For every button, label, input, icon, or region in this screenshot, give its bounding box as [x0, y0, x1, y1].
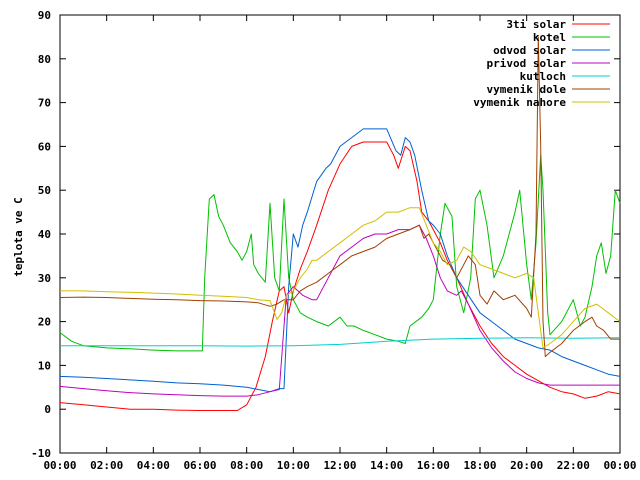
x-tick-label: 14:00 — [370, 459, 403, 472]
x-tick-label: 02:00 — [90, 459, 123, 472]
legend-label: odvod solar — [493, 44, 566, 57]
series-line-privod-solar — [59, 224, 620, 397]
x-tick-label: 08:00 — [230, 459, 263, 472]
x-tick-label: 22:00 — [557, 459, 590, 472]
x-tick-label: 00:00 — [43, 459, 76, 472]
y-tick-label: 60 — [38, 140, 51, 153]
series-line-kotel — [59, 154, 621, 352]
x-tick-label: 18:00 — [463, 459, 496, 472]
y-tick-label: 20 — [38, 316, 51, 329]
y-tick-label: 30 — [38, 272, 51, 285]
y-tick-label: 80 — [38, 53, 51, 66]
legend-label: kotel — [533, 31, 566, 44]
y-tick-label: 0 — [44, 403, 51, 416]
legend-label: kutloch — [520, 70, 566, 83]
y-axis-label: teplota ve C — [12, 197, 25, 276]
y-tick-label: 10 — [38, 359, 51, 372]
x-tick-label: 06:00 — [183, 459, 216, 472]
legend-label: vymenik nahore — [473, 96, 566, 109]
series-line-vymenik-nahore — [60, 207, 621, 349]
x-tick-label: 20:00 — [510, 459, 543, 472]
series-lines — [59, 36, 621, 411]
x-tick-label: 00:00 — [603, 459, 636, 472]
y-tick-label: 50 — [38, 184, 51, 197]
x-tick-label: 12:00 — [323, 459, 356, 472]
legend-label: vymenik dole — [487, 83, 567, 96]
axis-ticks: -10 0 10 20 30 40 50 60 70 80 90 00:00 02:00 04:00 06:… — [31, 9, 636, 472]
series-line-odvod-solar — [59, 128, 621, 393]
series-line-kutloch — [60, 337, 621, 347]
y-tick-label: 70 — [38, 97, 51, 110]
legend-label: privod solar — [487, 57, 567, 70]
x-tick-label: 04:00 — [137, 459, 170, 472]
y-tick-label: -10 — [31, 447, 51, 460]
y-tick-label: 40 — [38, 228, 51, 241]
x-tick-label: 10:00 — [277, 459, 310, 472]
series-line-3ti-solar — [59, 141, 621, 411]
x-tick-label: 16:00 — [417, 459, 450, 472]
series-line-vymenik-dole — [59, 36, 620, 358]
legend-label: 3ti solar — [506, 18, 566, 31]
y-tick-label: 90 — [38, 9, 51, 22]
